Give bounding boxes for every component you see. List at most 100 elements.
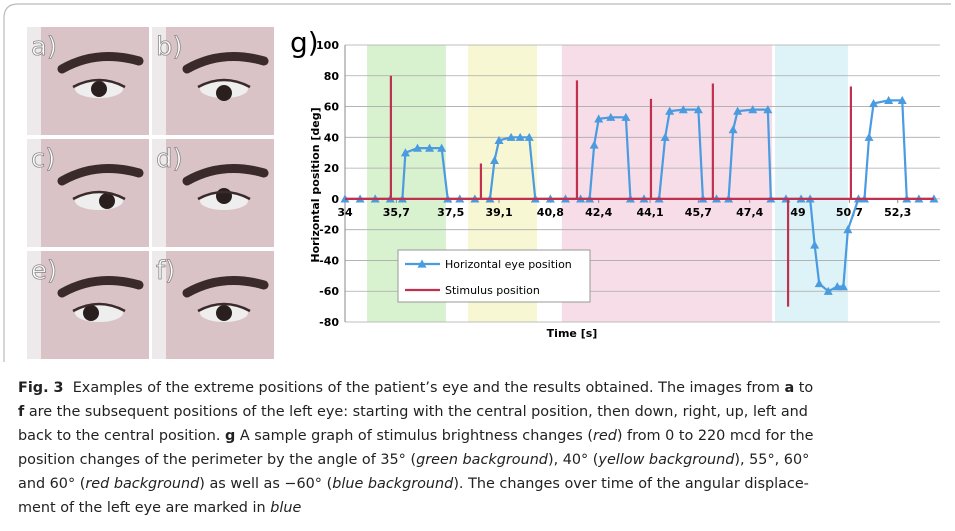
caption-text: ) as well as −60° ( [199,476,333,492]
background-band [775,45,848,322]
iris [216,85,232,101]
caption-line: Fig. 3 Examples of the extreme positions… [18,376,948,400]
y-axis-label: Horizontal position [deg] [309,107,322,262]
marker [838,282,848,291]
photo-shade [152,139,166,247]
marker [621,112,631,121]
photo-shade [152,251,166,359]
y-tick-label: -80 [319,316,339,329]
eyebrow [182,164,269,186]
y-tick-label: -20 [319,224,339,237]
y-tick-label: 80 [324,70,340,83]
eyebrow [182,52,269,74]
photo: c) [27,139,149,247]
y-tick-label: -60 [319,285,339,298]
marker [810,240,820,249]
caption-text: red [592,428,617,444]
eyebrow [57,276,144,298]
photo-shade [152,27,166,135]
marker [843,225,853,234]
marker [748,105,758,114]
marker [814,279,824,288]
photo-panels: a) b) c) d) e) f) [27,27,274,359]
caption-text: are the subsequent positions of the left… [24,404,808,420]
panel-label: b) [156,32,183,62]
iris [216,188,232,204]
x-axis-label: Time [s] [547,327,598,340]
eyebrow [57,164,144,186]
caption-text: ), 40° ( [547,452,599,468]
figure: a) b) c) d) e) f) g) Horizontal position [deg… [3,3,951,362]
photo: b) [152,27,274,135]
legend-label: Horizontal eye position [445,258,572,271]
iris [91,81,107,97]
marker [594,114,604,123]
marker [425,143,435,152]
y-tick-label: -40 [319,254,339,267]
marker [660,132,670,141]
panel-label: a) [31,32,57,62]
caption-text: ment of the left eye are marked in [18,500,271,516]
marker [728,125,738,134]
caption: Fig. 3 Examples of the extreme positions… [18,376,948,520]
marker [678,105,688,114]
caption-text: to [794,380,814,396]
x-tick-label: 45,7 [685,206,712,219]
caption-line: and 60° (red background) as well as −60°… [18,472,948,496]
caption-text: g [224,428,236,444]
photo: d) [152,139,274,247]
caption-line: f are the subsequent positions of the le… [18,400,948,424]
marker [763,105,773,114]
x-tick-label: 42,4 [585,206,612,219]
caption-text: a [784,380,795,396]
photo-shade [27,251,41,359]
marker [494,135,504,145]
x-tick-label: 37,5 [437,206,464,219]
caption-text: green background [416,452,548,468]
marker [884,95,894,104]
caption-text: red background [85,476,200,492]
photo-shade [27,27,41,135]
caption-text: Examples of the extreme positions of the… [63,380,785,396]
x-tick-label: 40,8 [537,206,564,219]
marker [693,105,703,114]
marker [589,140,599,149]
caption-text: blue [270,500,302,516]
marker [864,132,874,141]
panel-label: e) [31,256,57,286]
panel-label: c) [31,144,55,174]
marker [733,106,743,115]
marker [823,286,833,295]
y-tick-label: 40 [324,131,340,144]
caption-text: ). The changes over time of the angular … [453,476,809,492]
marker [606,112,616,121]
y-tick-label: 0 [331,193,339,206]
eyelid [72,302,126,313]
x-tick-label: 47,4 [736,206,763,219]
chart-title: g) [290,26,319,59]
eyebrow [57,52,144,74]
background-band [561,45,773,322]
x-tick-label: 50,7 [836,206,863,219]
photo: f) [152,251,274,359]
marker [437,143,447,152]
caption-text: yellow background [598,452,735,468]
panel-label: f) [156,256,175,286]
eyebrow [182,276,269,298]
caption-line: position changes of the perimeter by the… [18,448,948,472]
legend-box [397,249,591,303]
eyelid [72,78,126,89]
x-tick-label: 44,1 [636,206,663,219]
iris [83,305,99,321]
caption-line: back to the central position. g A sample… [18,424,948,448]
iris [99,193,115,209]
y-tick-label: 20 [324,162,340,175]
y-tick-label: 60 [324,101,340,114]
marker [832,282,842,291]
marker [515,132,525,141]
caption-text: position changes of the perimeter by the… [18,452,417,468]
series-line [345,75,934,307]
eyelid [197,78,251,89]
legend-label: Stimulus position [445,284,540,297]
